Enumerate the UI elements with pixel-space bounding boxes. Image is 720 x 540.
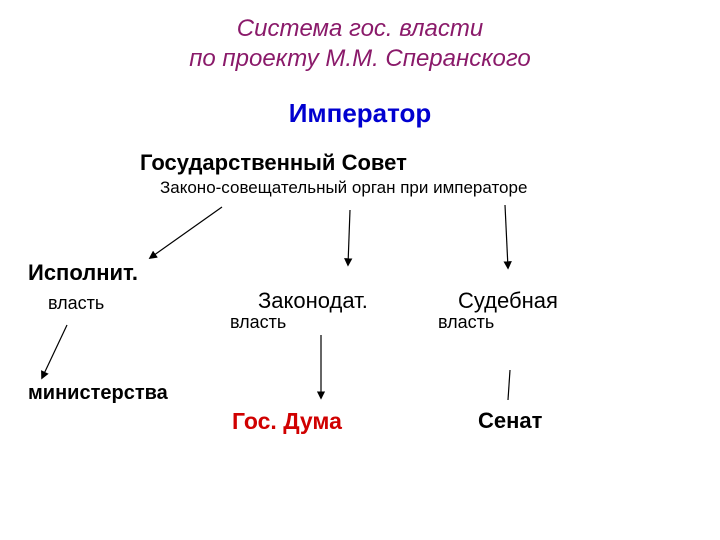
judic-line1: Судебная	[458, 288, 558, 313]
senate-label: Сенат	[478, 408, 542, 433]
council-name: Государственный Совет	[140, 150, 407, 176]
judic-line2: власть	[438, 312, 494, 332]
exec-line1: Исполнит.	[28, 260, 138, 286]
emperor-label: Император	[289, 98, 432, 128]
node-emperor: Император	[0, 98, 720, 129]
branch-judicial: Судебная	[458, 288, 558, 314]
branch-executive: Исполнит.	[28, 260, 138, 286]
legis-line2-wrap: власть	[230, 312, 286, 333]
node-duma: Гос. Дума	[232, 408, 342, 435]
slide-title: Система гос. власти по проекту М.М. Спер…	[0, 14, 720, 74]
exec-line2-wrap: власть	[48, 293, 104, 314]
node-ministries: министерства	[28, 382, 168, 405]
legis-line2: власть	[230, 312, 286, 332]
ministries-label: министерства	[28, 382, 168, 404]
exec-line2: власть	[48, 293, 104, 313]
duma-label: Гос. Дума	[232, 408, 342, 434]
judic-line2-wrap: власть	[438, 312, 494, 333]
node-senate: Сенат	[478, 408, 542, 434]
branch-legislative: Законодат.	[258, 288, 368, 314]
title-line1: Система гос. власти	[0, 14, 720, 44]
council-subtitle: Законо-совещательный орган при император…	[160, 178, 527, 198]
node-state-council: Государственный Совет	[140, 150, 407, 176]
legis-line1: Законодат.	[258, 288, 368, 313]
title-line2: по проекту М.М. Сперанского	[0, 44, 720, 74]
